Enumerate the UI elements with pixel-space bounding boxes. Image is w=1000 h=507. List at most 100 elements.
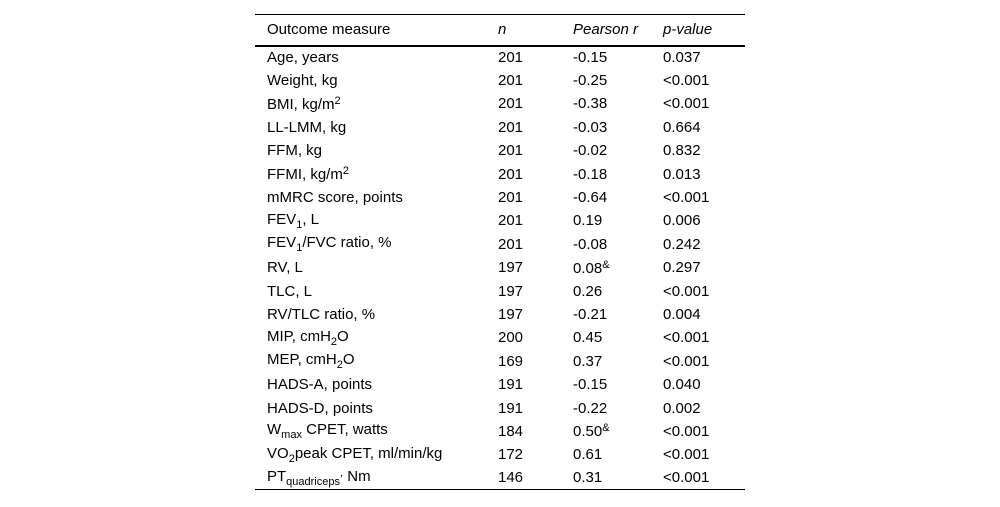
table-row: FEV1, L 201 0.19 0.006 xyxy=(255,209,745,232)
cell-pearson-r: 0.50& xyxy=(573,422,610,441)
cell-pearson-r: -0.18 xyxy=(573,165,608,183)
cell-outcome-measure: mMRC score, points xyxy=(267,189,403,207)
cell-n: 169 xyxy=(498,352,524,370)
cell-p-value: <0.001 xyxy=(663,469,710,487)
cell-outcome-measure: FEV1, L xyxy=(267,210,319,231)
cell-outcome-measure: MEP, cmH2O xyxy=(267,351,355,372)
table-row: BMI, kg/m2 201 -0.38 <0.001 xyxy=(255,92,745,115)
header-row: Outcome measure n Pearson r p-value xyxy=(255,15,745,46)
cell-pearson-r: -0.08 xyxy=(573,235,608,253)
table-row: RV/TLC ratio, % 197 -0.21 0.004 xyxy=(255,303,745,326)
cell-n: 146 xyxy=(498,469,524,487)
cell-pearson-r: 0.26 xyxy=(573,282,603,300)
cell-n: 191 xyxy=(498,376,524,394)
table-row: TLC, L 197 0.26 <0.001 xyxy=(255,279,745,302)
cell-p-value: <0.001 xyxy=(663,72,710,90)
cell-n: 201 xyxy=(498,72,524,90)
table-body: Age, years 201 -0.15 0.037 Weight, kg 201 -0.2… xyxy=(255,46,745,490)
cell-pearson-r: -0.21 xyxy=(573,305,608,323)
cell-outcome-measure: HADS-A, points xyxy=(267,376,373,394)
cell-p-value: 0.040 xyxy=(663,376,701,394)
cell-p-value: <0.001 xyxy=(663,282,710,300)
cell-outcome-measure: FEV1/FVC ratio, % xyxy=(267,234,392,255)
table-row: PTquadriceps, Nm 146 0.31 <0.001 xyxy=(255,467,745,490)
cell-n: 201 xyxy=(498,142,524,160)
cell-outcome-measure: LL-LMM, kg xyxy=(267,118,347,136)
cell-p-value: 0.242 xyxy=(663,235,701,253)
cell-n: 191 xyxy=(498,399,524,417)
cell-pearson-r: -0.25 xyxy=(573,72,608,90)
cell-outcome-measure: RV, L xyxy=(267,259,303,277)
cell-n: 197 xyxy=(498,305,524,323)
cell-n: 201 xyxy=(498,49,524,67)
table-row: FFM, kg 201 -0.02 0.832 xyxy=(255,139,745,162)
cell-n: 197 xyxy=(498,282,524,300)
cell-pearson-r: 0.61 xyxy=(573,446,603,464)
table-row: Age, years 201 -0.15 0.037 xyxy=(255,46,745,69)
correlation-table-container: Outcome measure n Pearson r p-value Age,… xyxy=(255,14,745,491)
cell-pearson-r: -0.64 xyxy=(573,189,608,207)
cell-pearson-r: 0.37 xyxy=(573,352,603,370)
table-row: FEV1/FVC ratio, % 201 -0.08 0.242 xyxy=(255,233,745,256)
cell-p-value: 0.004 xyxy=(663,305,701,323)
cell-pearson-r: 0.45 xyxy=(573,329,603,347)
cell-n: 201 xyxy=(498,189,524,207)
cell-p-value: 0.006 xyxy=(663,212,701,230)
cell-n: 172 xyxy=(498,446,524,464)
cell-outcome-measure: TLC, L xyxy=(267,282,313,300)
cell-outcome-measure: VO2peak CPET, ml/min/kg xyxy=(267,444,443,465)
cell-pearson-r: -0.02 xyxy=(573,142,608,160)
cell-pearson-r: -0.22 xyxy=(573,399,608,417)
cell-n: 201 xyxy=(498,165,524,183)
cell-pearson-r: 0.08& xyxy=(573,258,610,277)
table-row: RV, L 197 0.08& 0.297 xyxy=(255,256,745,279)
table-row: mMRC score, points 201 -0.64 <0.001 xyxy=(255,186,745,209)
cell-outcome-measure: FFMI, kg/m2 xyxy=(267,165,349,184)
table-row: LL-LMM, kg 201 -0.03 0.664 xyxy=(255,116,745,139)
cell-outcome-measure: Age, years xyxy=(267,49,339,67)
cell-p-value: <0.001 xyxy=(663,95,710,113)
cell-p-value: 0.832 xyxy=(663,142,701,160)
cell-outcome-measure: Weight, kg xyxy=(267,72,338,90)
cell-p-value: 0.297 xyxy=(663,259,701,277)
cell-p-value: 0.664 xyxy=(663,118,701,136)
cell-p-value: <0.001 xyxy=(663,446,710,464)
cell-outcome-measure: FFM, kg xyxy=(267,142,322,160)
cell-p-value: <0.001 xyxy=(663,422,710,440)
table-row: HADS-D, points 191 -0.22 0.002 xyxy=(255,396,745,419)
header-pearson-r: Pearson r xyxy=(573,21,639,39)
cell-pearson-r: -0.03 xyxy=(573,118,608,136)
table-row: Weight, kg 201 -0.25 <0.001 xyxy=(255,69,745,92)
table-header: Outcome measure n Pearson r p-value xyxy=(255,15,745,46)
cell-p-value: <0.001 xyxy=(663,329,710,347)
header-p-value: p-value xyxy=(663,21,713,39)
cell-n: 201 xyxy=(498,118,524,136)
table-row: Wmax CPET, watts 184 0.50& <0.001 xyxy=(255,420,745,443)
cell-p-value: 0.002 xyxy=(663,399,701,417)
cell-p-value: 0.037 xyxy=(663,49,701,67)
cell-outcome-measure: HADS-D, points xyxy=(267,399,373,417)
cell-n: 197 xyxy=(498,259,524,277)
cell-n: 200 xyxy=(498,329,524,347)
cell-outcome-measure: PTquadriceps, Nm xyxy=(267,467,371,489)
cell-pearson-r: -0.15 xyxy=(573,49,608,67)
cell-p-value: <0.001 xyxy=(663,189,710,207)
cell-outcome-measure: BMI, kg/m2 xyxy=(267,94,341,113)
cell-p-value: <0.001 xyxy=(663,352,710,370)
cell-pearson-r: 0.19 xyxy=(573,212,603,230)
table-row: HADS-A, points 191 -0.15 0.040 xyxy=(255,373,745,396)
table-row: MEP, cmH2O 169 0.37 <0.001 xyxy=(255,350,745,373)
table-row: MIP, cmH2O 200 0.45 <0.001 xyxy=(255,326,745,349)
cell-outcome-measure: MIP, cmH2O xyxy=(267,327,349,348)
cell-outcome-measure: RV/TLC ratio, % xyxy=(267,305,376,323)
correlation-table: Outcome measure n Pearson r p-value Age,… xyxy=(255,14,745,491)
cell-p-value: 0.013 xyxy=(663,165,701,183)
cell-pearson-r: -0.38 xyxy=(573,95,608,113)
table-row: FFMI, kg/m2 201 -0.18 0.013 xyxy=(255,162,745,185)
cell-pearson-r: -0.15 xyxy=(573,376,608,394)
cell-outcome-measure: Wmax CPET, watts xyxy=(267,421,388,442)
cell-n: 201 xyxy=(498,235,524,253)
cell-n: 184 xyxy=(498,422,524,440)
table-row: VO2peak CPET, ml/min/kg 172 0.61 <0.001 xyxy=(255,443,745,466)
